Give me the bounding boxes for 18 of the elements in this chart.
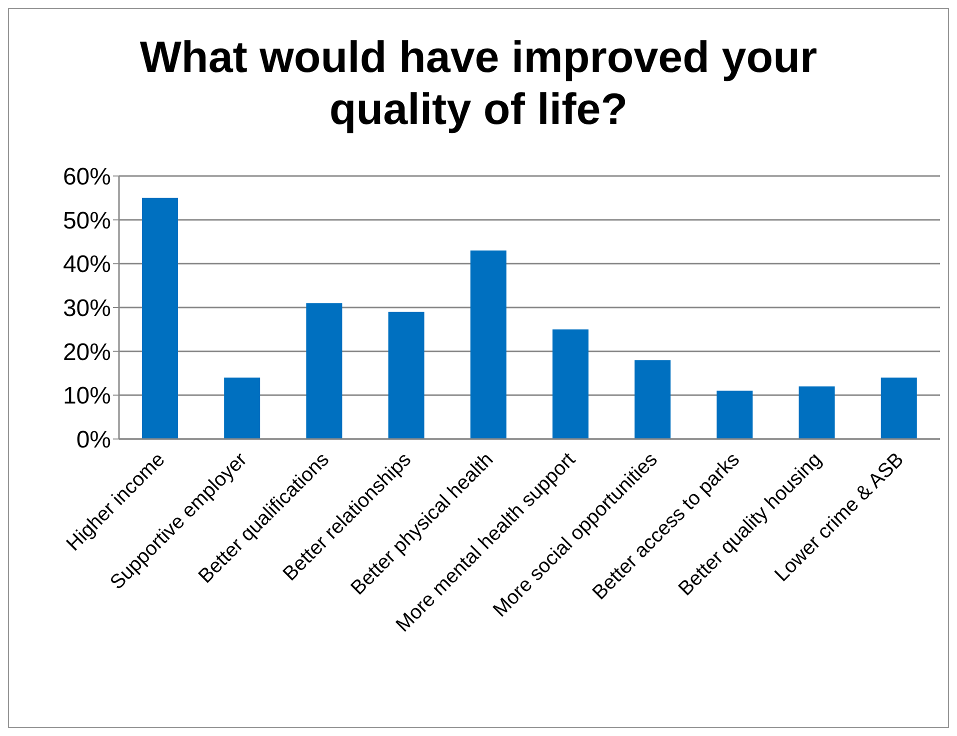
y-tick-label: 40% [62, 251, 111, 278]
y-tick-label: 50% [62, 207, 111, 234]
y-tick-label: 30% [62, 295, 111, 322]
bar [716, 390, 753, 439]
bar [552, 329, 588, 439]
y-tick-label: 20% [62, 338, 111, 366]
bar [306, 303, 342, 439]
bar [142, 198, 178, 439]
y-tick-label: 60% [62, 164, 111, 191]
bar [634, 360, 671, 439]
bar [798, 386, 835, 439]
chart-title: What would have improved your quality of life? [138, 32, 818, 136]
bar [224, 378, 260, 439]
bar [880, 378, 917, 439]
bar [470, 250, 506, 439]
bar [388, 312, 424, 439]
y-tick-label: 10% [62, 382, 111, 410]
y-tick-label: 0% [76, 426, 111, 454]
